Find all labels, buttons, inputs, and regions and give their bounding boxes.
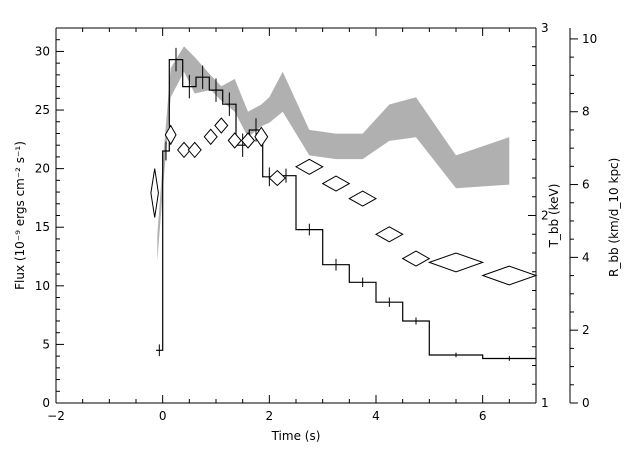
kt-diamond: [240, 132, 256, 149]
y-rbb-tick-label: 2: [582, 323, 590, 337]
y-left-tick-label: 0: [42, 396, 50, 410]
kt-diamond: [214, 117, 229, 134]
flux-step-line: [156, 59, 536, 360]
kt-diamond: [187, 141, 202, 159]
y-kt-tick-label: 3: [541, 21, 549, 35]
x-tick-label: 6: [479, 409, 487, 423]
kt-diamond: [268, 169, 287, 187]
y-kt-axis-label: T_bb (keV): [547, 184, 561, 249]
y-rbb-tick-label: 0: [582, 396, 590, 410]
kt-diamond: [321, 175, 351, 192]
y-left-tick-label: 15: [35, 220, 50, 234]
x-tick-label: 0: [159, 409, 167, 423]
kt-diamond: [254, 126, 269, 147]
kt-diamond: [164, 124, 177, 146]
x-tick-label: 4: [372, 409, 380, 423]
kt-diamond: [427, 252, 485, 273]
kt-diamond: [401, 250, 431, 267]
kt-diamond: [481, 265, 538, 286]
y-rbb-tick-label: 4: [582, 250, 590, 264]
x-axis-label: Time (s): [271, 429, 321, 443]
kt-diamond: [294, 158, 324, 175]
x-tick-label: 2: [266, 409, 274, 423]
y-left-tick-label: 5: [42, 337, 50, 351]
radius-band-layer: [157, 46, 510, 262]
kt-diamond: [348, 190, 378, 207]
y-left-tick-label: 20: [35, 162, 50, 176]
y-rbb-tick-label: 10: [582, 32, 597, 46]
x-tick-label: −2: [47, 409, 65, 423]
kt-diamond: [374, 226, 404, 243]
y-left-axis-label: Flux (10⁻⁹ ergs cm⁻² s⁻¹): [13, 141, 27, 290]
kt-diamond: [203, 128, 218, 146]
y-left-tick-label: 25: [35, 103, 50, 117]
y-left-tick-label: 10: [35, 279, 50, 293]
kt-diamond-layer: [150, 117, 538, 286]
y-rbb-tick-label: 6: [582, 178, 590, 192]
y-rbb-tick-label: 8: [582, 105, 590, 119]
kt-diamond: [150, 168, 159, 218]
y-kt-tick-label: 2: [541, 209, 549, 223]
flux-layer: [156, 47, 536, 361]
label-layer: Time (s) Flux (10⁻⁹ ergs cm⁻² s⁻¹) T_bb (…: [13, 141, 621, 443]
y-left-tick-label: 30: [35, 44, 50, 58]
y-kt-tick-label: 1: [541, 396, 549, 410]
y-rbb-axis-label: R_bb (km/d_10 kpc): [607, 158, 621, 277]
radius-band: [157, 46, 510, 262]
